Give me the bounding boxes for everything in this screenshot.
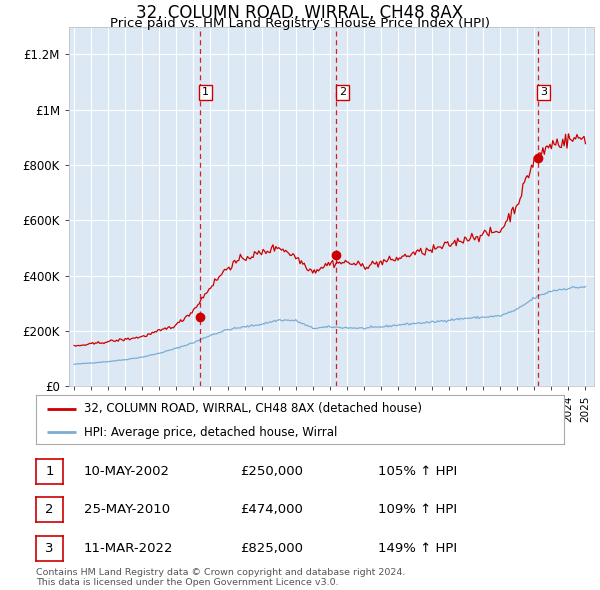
Text: 11-MAR-2022: 11-MAR-2022 xyxy=(84,542,173,555)
Text: Price paid vs. HM Land Registry's House Price Index (HPI): Price paid vs. HM Land Registry's House … xyxy=(110,17,490,30)
Text: £825,000: £825,000 xyxy=(240,542,303,555)
Text: 32, COLUMN ROAD, WIRRAL, CH48 8AX (detached house): 32, COLUMN ROAD, WIRRAL, CH48 8AX (detac… xyxy=(83,402,422,415)
Text: 32, COLUMN ROAD, WIRRAL, CH48 8AX: 32, COLUMN ROAD, WIRRAL, CH48 8AX xyxy=(136,4,464,22)
Text: 25-MAY-2010: 25-MAY-2010 xyxy=(84,503,170,516)
Text: 10-MAY-2002: 10-MAY-2002 xyxy=(84,465,170,478)
Text: 1: 1 xyxy=(202,87,209,97)
Text: 3: 3 xyxy=(45,542,54,555)
Text: 149% ↑ HPI: 149% ↑ HPI xyxy=(378,542,457,555)
Text: Contains HM Land Registry data © Crown copyright and database right 2024.
This d: Contains HM Land Registry data © Crown c… xyxy=(36,568,406,587)
Text: HPI: Average price, detached house, Wirral: HPI: Average price, detached house, Wirr… xyxy=(83,425,337,438)
Text: 1: 1 xyxy=(45,465,54,478)
Text: £474,000: £474,000 xyxy=(240,503,303,516)
Text: £250,000: £250,000 xyxy=(240,465,303,478)
Text: 2: 2 xyxy=(45,503,54,516)
Text: 3: 3 xyxy=(540,87,547,97)
Text: 109% ↑ HPI: 109% ↑ HPI xyxy=(378,503,457,516)
Text: 105% ↑ HPI: 105% ↑ HPI xyxy=(378,465,457,478)
Text: 2: 2 xyxy=(339,87,346,97)
